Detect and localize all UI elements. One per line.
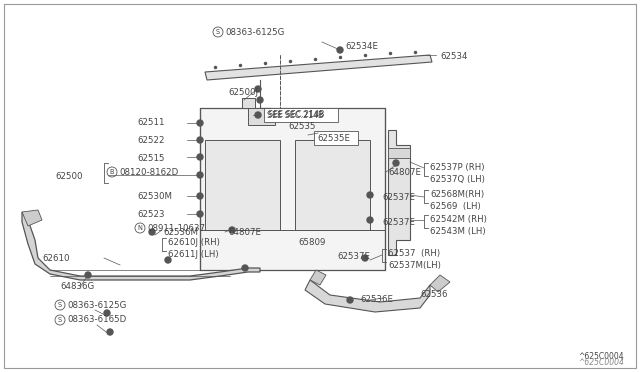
Circle shape: [107, 329, 113, 335]
Circle shape: [197, 172, 203, 178]
Circle shape: [229, 227, 235, 233]
Text: 62536: 62536: [420, 290, 447, 299]
Text: 08911-10637: 08911-10637: [147, 224, 205, 232]
Circle shape: [362, 255, 368, 261]
Polygon shape: [248, 108, 275, 125]
Circle shape: [367, 192, 373, 198]
Text: 62523: 62523: [137, 210, 164, 219]
Circle shape: [393, 160, 399, 166]
Text: SEE SEC.214B: SEE SEC.214B: [268, 110, 324, 119]
Polygon shape: [388, 130, 410, 255]
Circle shape: [197, 137, 203, 143]
Circle shape: [337, 47, 343, 53]
Text: S: S: [58, 317, 62, 323]
Circle shape: [104, 310, 110, 316]
Text: 62500: 62500: [55, 172, 83, 181]
Circle shape: [255, 112, 261, 118]
Text: 08363-6125G: 08363-6125G: [225, 28, 284, 36]
Polygon shape: [22, 210, 42, 226]
FancyBboxPatch shape: [295, 140, 370, 230]
Text: 62611J (LH): 62611J (LH): [168, 250, 219, 259]
Polygon shape: [205, 55, 432, 80]
Circle shape: [85, 272, 91, 278]
FancyBboxPatch shape: [314, 131, 358, 145]
Text: 62569  (LH): 62569 (LH): [430, 202, 481, 211]
Circle shape: [197, 154, 203, 160]
Text: 62568M(RH): 62568M(RH): [430, 190, 484, 199]
Text: 62543M (LH): 62543M (LH): [430, 227, 486, 236]
Text: 62537E: 62537E: [382, 193, 415, 202]
Circle shape: [197, 193, 203, 199]
Text: 08363-6165D: 08363-6165D: [67, 315, 126, 324]
Text: 08363-6125G: 08363-6125G: [67, 301, 126, 310]
Text: 08120-8162D: 08120-8162D: [119, 167, 179, 176]
Circle shape: [165, 257, 171, 263]
Circle shape: [149, 229, 155, 235]
FancyBboxPatch shape: [264, 108, 338, 122]
Text: S: S: [58, 302, 62, 308]
Text: 62500J: 62500J: [228, 88, 258, 97]
Text: S: S: [216, 29, 220, 35]
Polygon shape: [430, 275, 450, 292]
Text: N: N: [138, 225, 143, 231]
Text: B: B: [109, 169, 115, 175]
Circle shape: [347, 297, 353, 303]
Polygon shape: [200, 108, 385, 270]
Text: 64807E: 64807E: [228, 228, 261, 237]
Text: ^625C0004: ^625C0004: [578, 358, 624, 367]
Text: 62536E: 62536E: [360, 295, 393, 304]
Text: 64836G: 64836G: [60, 282, 94, 291]
Text: 64807E: 64807E: [388, 168, 421, 177]
Text: 62537E: 62537E: [337, 252, 370, 261]
Text: 62537Q (LH): 62537Q (LH): [430, 175, 485, 184]
Circle shape: [257, 97, 263, 103]
Circle shape: [255, 86, 261, 92]
Polygon shape: [388, 148, 410, 158]
Polygon shape: [242, 98, 255, 108]
Text: 62534E: 62534E: [345, 42, 378, 51]
Circle shape: [242, 265, 248, 271]
Circle shape: [367, 217, 373, 223]
FancyBboxPatch shape: [205, 140, 280, 230]
Text: 62610J (RH): 62610J (RH): [168, 238, 220, 247]
Text: 62534: 62534: [440, 52, 467, 61]
Text: SEE SEC.214B: SEE SEC.214B: [267, 110, 323, 119]
Text: ^625C0004: ^625C0004: [578, 352, 623, 361]
Text: 62515: 62515: [137, 154, 164, 163]
Circle shape: [197, 211, 203, 217]
Text: 62537  (RH): 62537 (RH): [388, 249, 440, 258]
Polygon shape: [305, 280, 430, 312]
Text: 62535E: 62535E: [317, 134, 350, 142]
Text: 62542M (RH): 62542M (RH): [430, 215, 487, 224]
Text: 62511: 62511: [137, 118, 164, 127]
Text: 65809: 65809: [298, 238, 325, 247]
Text: 62535: 62535: [288, 122, 316, 131]
Text: 62537M(LH): 62537M(LH): [388, 261, 441, 270]
Text: 62530M: 62530M: [137, 192, 172, 201]
Polygon shape: [310, 270, 326, 285]
Text: 62522: 62522: [137, 136, 164, 145]
Text: 62537E: 62537E: [382, 218, 415, 227]
Text: 62537P (RH): 62537P (RH): [430, 163, 484, 172]
Text: 62536M: 62536M: [163, 228, 198, 237]
Polygon shape: [22, 212, 260, 280]
Text: 62610: 62610: [42, 254, 70, 263]
Circle shape: [197, 120, 203, 126]
